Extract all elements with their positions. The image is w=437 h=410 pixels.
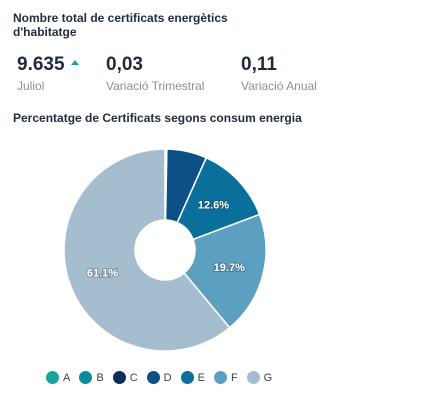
legend-dot-e (180, 371, 194, 384)
slice-g[interactable] (63, 148, 231, 352)
legend-dot-b (79, 371, 93, 384)
legend-label-a: A (63, 371, 71, 384)
legend-label-e: E (197, 371, 205, 384)
legend-item-g[interactable]: G (246, 371, 273, 384)
legend-item-a[interactable]: A (46, 371, 70, 384)
slice-f[interactable] (183, 213, 267, 329)
legend-dot-a (46, 371, 59, 384)
kpi-total: 9.635 Juliol (17, 54, 79, 93)
legend-item-e[interactable]: E (180, 371, 205, 384)
kpi-quarterly: 0,03 Variació Trimestral (106, 54, 204, 93)
chart-title: Percentatge de Certificats segons consum… (13, 111, 302, 125)
legend-dot-g (246, 371, 260, 384)
kpi-annual-value: 0,11 (241, 54, 277, 75)
legend-dot-c (112, 371, 126, 384)
kpi-annual-label: Variació Anual (241, 79, 317, 93)
kpi-total-value: 9.635 (17, 54, 65, 75)
chart-legend: A B C D E F G (46, 371, 281, 384)
legend-item-c[interactable]: C (112, 371, 138, 384)
legend-label-b: B (96, 371, 104, 384)
kpi-annual: 0,11 Variació Anual (241, 54, 317, 93)
up-triangle-icon (70, 59, 79, 65)
legend-label-g: G (263, 371, 273, 384)
data-label-g: 61.1% (87, 268, 118, 280)
legend-dot-f (213, 371, 227, 384)
data-label-e: 12.6% (198, 199, 229, 211)
panel-title: Nombre total de certificats energètics d… (13, 11, 228, 39)
data-label-f: 19.7% (214, 262, 245, 274)
kpi-quarterly-label: Variació Trimestral (106, 79, 205, 93)
legend-item-b[interactable]: B (79, 371, 104, 384)
legend-item-f[interactable]: F (213, 371, 238, 384)
kpi-quarterly-value: 0,03 (106, 54, 143, 75)
kpi-total-label: Juliol (17, 79, 45, 93)
legend-dot-d (146, 371, 160, 384)
legend-label-d: D (163, 371, 172, 384)
legend-item-d[interactable]: D (146, 371, 172, 384)
legend-label-f: F (230, 371, 238, 384)
donut-chart: 12.6% 19.7% 61.1% (63, 148, 267, 352)
legend-label-c: C (129, 371, 138, 384)
